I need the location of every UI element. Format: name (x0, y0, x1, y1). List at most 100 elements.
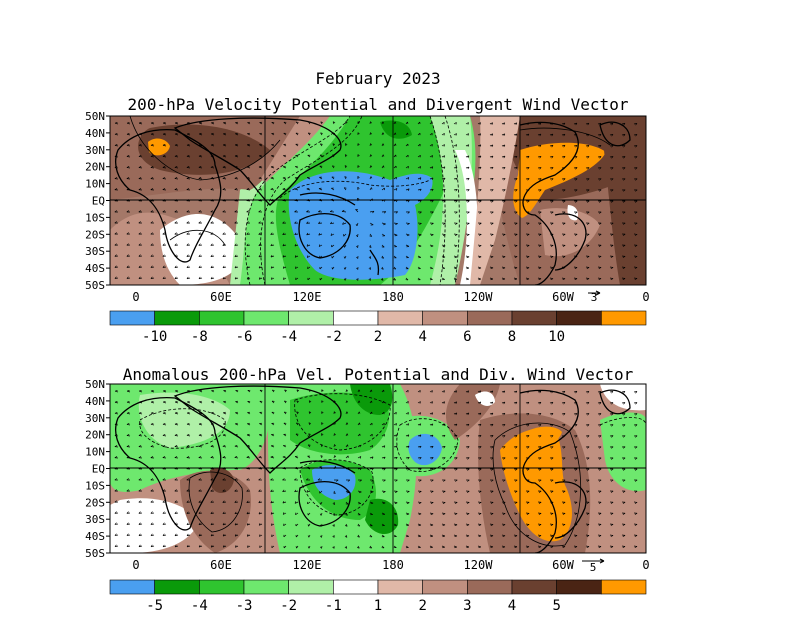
wind-vector-head (198, 467, 202, 470)
wind-vector-head (395, 188, 398, 191)
wind-vector-head (334, 444, 336, 447)
wind-vector-head (598, 267, 602, 269)
wind-vector-head (282, 187, 286, 190)
wind-vector-head (270, 165, 274, 168)
wind-vector-head (610, 524, 614, 526)
wind-vector-head (359, 479, 362, 482)
wind-vector-head (284, 389, 287, 391)
wind-vector-head (346, 422, 349, 425)
wind-vector-head (539, 457, 542, 460)
wind-vector-head (317, 478, 321, 481)
wind-vector-head (138, 522, 141, 525)
wind-vector-head (514, 524, 518, 526)
wind-vector-head (478, 502, 482, 504)
wind-vector-head (443, 457, 446, 460)
wind-vector-head (610, 244, 614, 247)
wind-vector-head (455, 200, 458, 203)
wind-vector-head (186, 276, 189, 279)
wind-vector-head (454, 490, 458, 493)
wind-vector (369, 187, 372, 191)
wind-vector-head (343, 245, 345, 248)
wind-vector-head (587, 122, 590, 126)
wind-vector-head (234, 199, 238, 202)
wind-vector-head (234, 254, 237, 257)
wind-vector-head (526, 501, 530, 504)
wind-vector-head (114, 445, 118, 447)
wind-vector-head (198, 210, 201, 213)
wind-vector (369, 222, 374, 226)
wind-vector-head (395, 199, 398, 203)
wind-vector-head (490, 490, 494, 493)
colorbar-tick-label: -2 (280, 598, 297, 614)
wind-vector-head (186, 265, 189, 268)
wind-vector-head (502, 490, 506, 493)
wind-vector-head (282, 489, 285, 492)
wind-vector-head (306, 221, 309, 224)
wind-vector-head (419, 401, 421, 404)
colorbar-tick-label: 2 (374, 329, 382, 345)
wind-vector-head (246, 500, 249, 503)
wind-vector-head (623, 435, 626, 438)
wind-vector-head (431, 222, 434, 225)
wind-vector-head (150, 243, 153, 246)
wind-vector-head (320, 143, 323, 145)
wind-vector (282, 233, 287, 235)
wind-vector-head (126, 188, 130, 191)
wind-vector-head (138, 221, 141, 224)
wind-vector (318, 233, 323, 236)
colorbar-tick-label: 1 (374, 598, 382, 614)
wind-vector-head (634, 512, 638, 515)
wind-vector (294, 490, 299, 493)
panel2-reference-vector: 5 (582, 558, 605, 574)
wind-vector-head (222, 165, 226, 168)
colorbar-tick-label: -6 (236, 329, 253, 345)
wind-vector-head (162, 411, 166, 414)
wind-vector-head (587, 200, 590, 203)
wind-vector-head (114, 265, 117, 268)
wind-vector-head (623, 123, 626, 126)
colorbar-swatch (288, 579, 334, 595)
panel1-coastlines (115, 117, 631, 285)
wind-vector-head (258, 210, 261, 213)
wind-vector-head (318, 244, 321, 247)
longitude-tick-label: 60W (552, 558, 574, 572)
panel1-map: 50N 40N 30N 20N 10N EQ 10S 20S 30S 40S 50S 0 60E 120… (85, 110, 649, 304)
wind-vector-head (634, 490, 638, 493)
panel2-reference-vector-label: 5 (590, 561, 597, 574)
wind-vector-head (162, 467, 166, 470)
wind-vector-head (562, 501, 566, 504)
wind-vector-head (258, 243, 261, 246)
wind-vector-head (270, 444, 274, 447)
wind-vector-head (332, 514, 335, 516)
wind-vector (307, 501, 311, 505)
wind-vector (294, 501, 299, 504)
wind-vector-head (443, 177, 446, 181)
latitude-tick-label: 40S (85, 530, 105, 543)
wind-vector-head (222, 444, 226, 447)
wind-vector-head (138, 434, 142, 436)
wind-vector-head (575, 391, 578, 394)
wind-vector-head (296, 400, 299, 402)
wind-vector-head (357, 165, 360, 168)
wind-vector-head (174, 232, 177, 235)
wind-vector-head (283, 165, 286, 168)
wind-vector-head (258, 254, 261, 258)
wind-vector-head (294, 255, 297, 258)
wind-vector-head (598, 244, 602, 247)
wind-vector-head (514, 535, 518, 537)
wind-vector-head (371, 468, 374, 471)
wind-vector-head (222, 433, 226, 436)
wind-vector-head (538, 245, 542, 247)
wind-vector (417, 188, 422, 191)
wind-vector (270, 244, 275, 247)
wind-vector-head (443, 189, 446, 192)
wind-vector-head (622, 222, 626, 225)
wind-vector-head (211, 121, 214, 124)
wind-vector-head (114, 434, 118, 436)
panel2-shading (110, 384, 646, 553)
wind-vector-head (562, 546, 566, 548)
wind-vector-head (332, 546, 335, 549)
wind-vector (270, 501, 275, 504)
wind-vector-head (443, 166, 446, 169)
wind-vector (282, 255, 287, 258)
